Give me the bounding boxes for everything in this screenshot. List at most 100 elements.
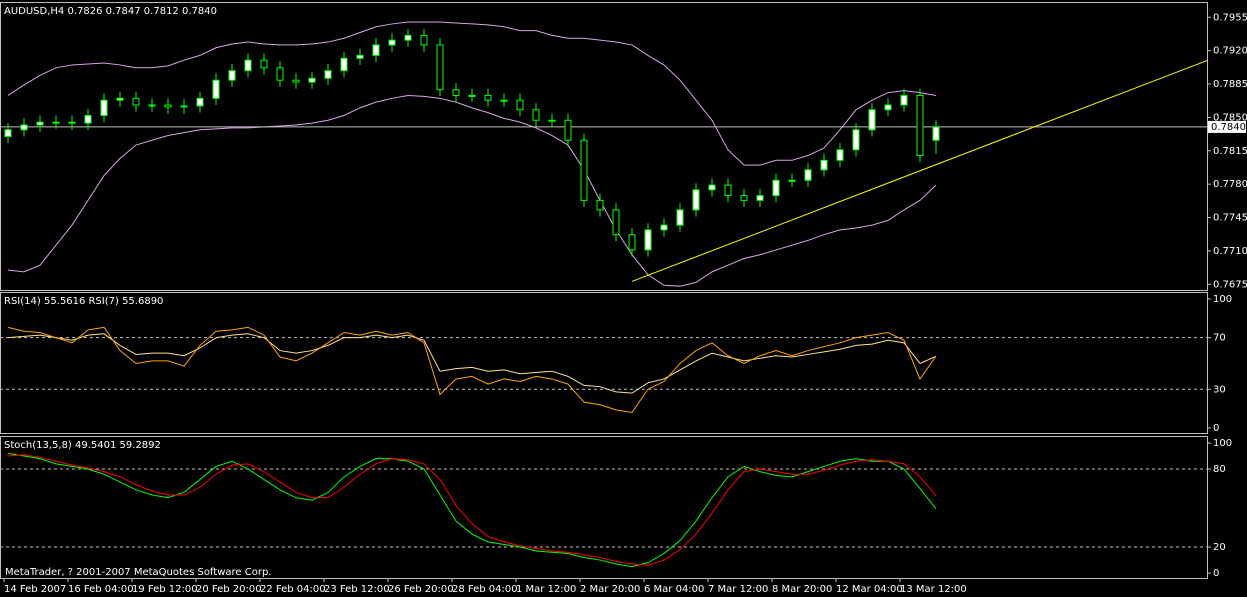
indicator-line	[7, 326, 937, 414]
candle-body	[452, 89, 460, 96]
x-tick-label: 20 Feb 20:00	[196, 584, 262, 595]
candle-body	[356, 54, 364, 59]
candle-body	[900, 94, 908, 106]
x-tick-label: 12 Mar 04:00	[836, 584, 903, 595]
candle-body	[644, 229, 652, 251]
candle-body	[804, 169, 812, 181]
candle-body	[564, 119, 572, 141]
x-tick-label: 16 Feb 04:00	[68, 584, 134, 595]
last-price-box	[1208, 120, 1246, 133]
candle-body	[740, 195, 748, 201]
panel-title: Stoch(13,5,8) 49.5401 59.2892	[4, 440, 161, 451]
candle-body	[916, 94, 924, 157]
y-tick-label: 100	[1213, 294, 1232, 305]
y-tick-label: 0.7745	[1213, 213, 1247, 224]
candle-body	[132, 97, 140, 106]
candle-body	[228, 70, 236, 81]
y-tick-label: 0.7955	[1213, 12, 1247, 23]
bollinger-band	[7, 94, 937, 287]
candle-body	[788, 179, 796, 182]
candle-body	[468, 94, 476, 97]
candle-body	[324, 70, 332, 79]
candle-body	[36, 121, 44, 126]
x-tick-label: 14 Feb 2007	[4, 584, 66, 595]
candle-body	[580, 139, 588, 201]
candle-body	[116, 97, 124, 101]
panel-frame	[0, 436, 1208, 579]
indicator-line	[7, 452, 937, 568]
candle-body	[404, 34, 412, 41]
y-tick-label: 100	[1213, 438, 1232, 449]
candle-body	[372, 44, 380, 56]
y-tick-label: 0.7815	[1213, 146, 1247, 157]
candle-body	[484, 94, 492, 101]
x-tick-label: 2 Mar 20:00	[580, 584, 640, 595]
candle-body	[148, 104, 156, 107]
last-price-label: 0.7840	[1211, 122, 1246, 133]
y-tick-label: 0.7675	[1213, 279, 1247, 290]
x-tick-label: 22 Feb 04:00	[260, 584, 326, 595]
candle-body	[660, 224, 668, 231]
candle-body	[868, 109, 876, 131]
candle-body	[772, 179, 780, 197]
candle-body	[516, 99, 524, 111]
candle-body	[100, 99, 108, 116]
y-tick-label: 0.7850	[1213, 112, 1247, 123]
x-tick-label: 1 Mar 12:00	[516, 584, 576, 595]
indicator-line	[7, 454, 937, 566]
panel-frame	[0, 2, 1208, 291]
y-tick-label: 30	[1213, 384, 1226, 395]
candle-body	[532, 109, 540, 121]
y-tick-label: 20	[1213, 542, 1226, 553]
candle-body	[852, 129, 860, 151]
candle-body	[756, 195, 764, 201]
bollinger-band	[7, 21, 937, 166]
x-tick-label: 28 Feb 04:00	[452, 584, 518, 595]
candle-body	[84, 114, 92, 124]
candle-body	[548, 119, 556, 122]
candle-body	[612, 209, 620, 236]
trendline	[631, 59, 1209, 282]
candle-body	[164, 104, 172, 108]
candle-body	[52, 121, 60, 124]
candle-body	[692, 189, 700, 211]
candle-body	[20, 124, 28, 131]
candle-body	[292, 79, 300, 83]
x-tick-label: 7 Mar 12:00	[708, 584, 768, 595]
y-tick-label: 0.7710	[1213, 246, 1247, 257]
indicator-line	[7, 333, 937, 394]
candle-body	[596, 199, 604, 211]
candle-body	[676, 209, 684, 226]
candle-body	[932, 126, 940, 141]
y-tick-label: 0	[1213, 423, 1219, 434]
candle-body	[180, 105, 188, 108]
candle-body	[276, 67, 284, 81]
candle-body	[4, 129, 12, 137]
candle-body	[500, 99, 508, 102]
x-tick-label: 8 Mar 20:00	[772, 584, 832, 595]
candle-body	[708, 184, 716, 191]
candle-body	[436, 44, 444, 91]
candle-body	[244, 59, 252, 72]
x-tick-label: 26 Feb 20:00	[388, 584, 454, 595]
candle-body	[884, 104, 892, 111]
candle-body	[820, 159, 828, 171]
x-tick-label: 23 Feb 12:00	[324, 584, 390, 595]
y-tick-label: 0.7885	[1213, 79, 1247, 90]
copyright: MetaTrader, ? 2001-2007 MetaQuotes Softw…	[5, 567, 271, 578]
panel-title: RSI(14) 55.5616 RSI(7) 55.6890	[4, 296, 163, 307]
candle-body	[196, 97, 204, 107]
y-tick-label: 0.7920	[1213, 46, 1247, 57]
panel-title: AUDUSD,H4 0.7826 0.7847 0.7812 0.7840	[4, 6, 217, 17]
candle-body	[260, 59, 268, 69]
y-tick-label: 70	[1213, 333, 1226, 344]
y-tick-label: 0.7780	[1213, 179, 1247, 190]
candle-body	[836, 149, 844, 161]
candle-body	[212, 79, 220, 99]
x-tick-label: 6 Mar 04:00	[644, 584, 704, 595]
x-tick-label: 13 Mar 12:00	[900, 584, 967, 595]
candle-body	[68, 121, 76, 124]
y-tick-label: 0	[1213, 568, 1219, 579]
